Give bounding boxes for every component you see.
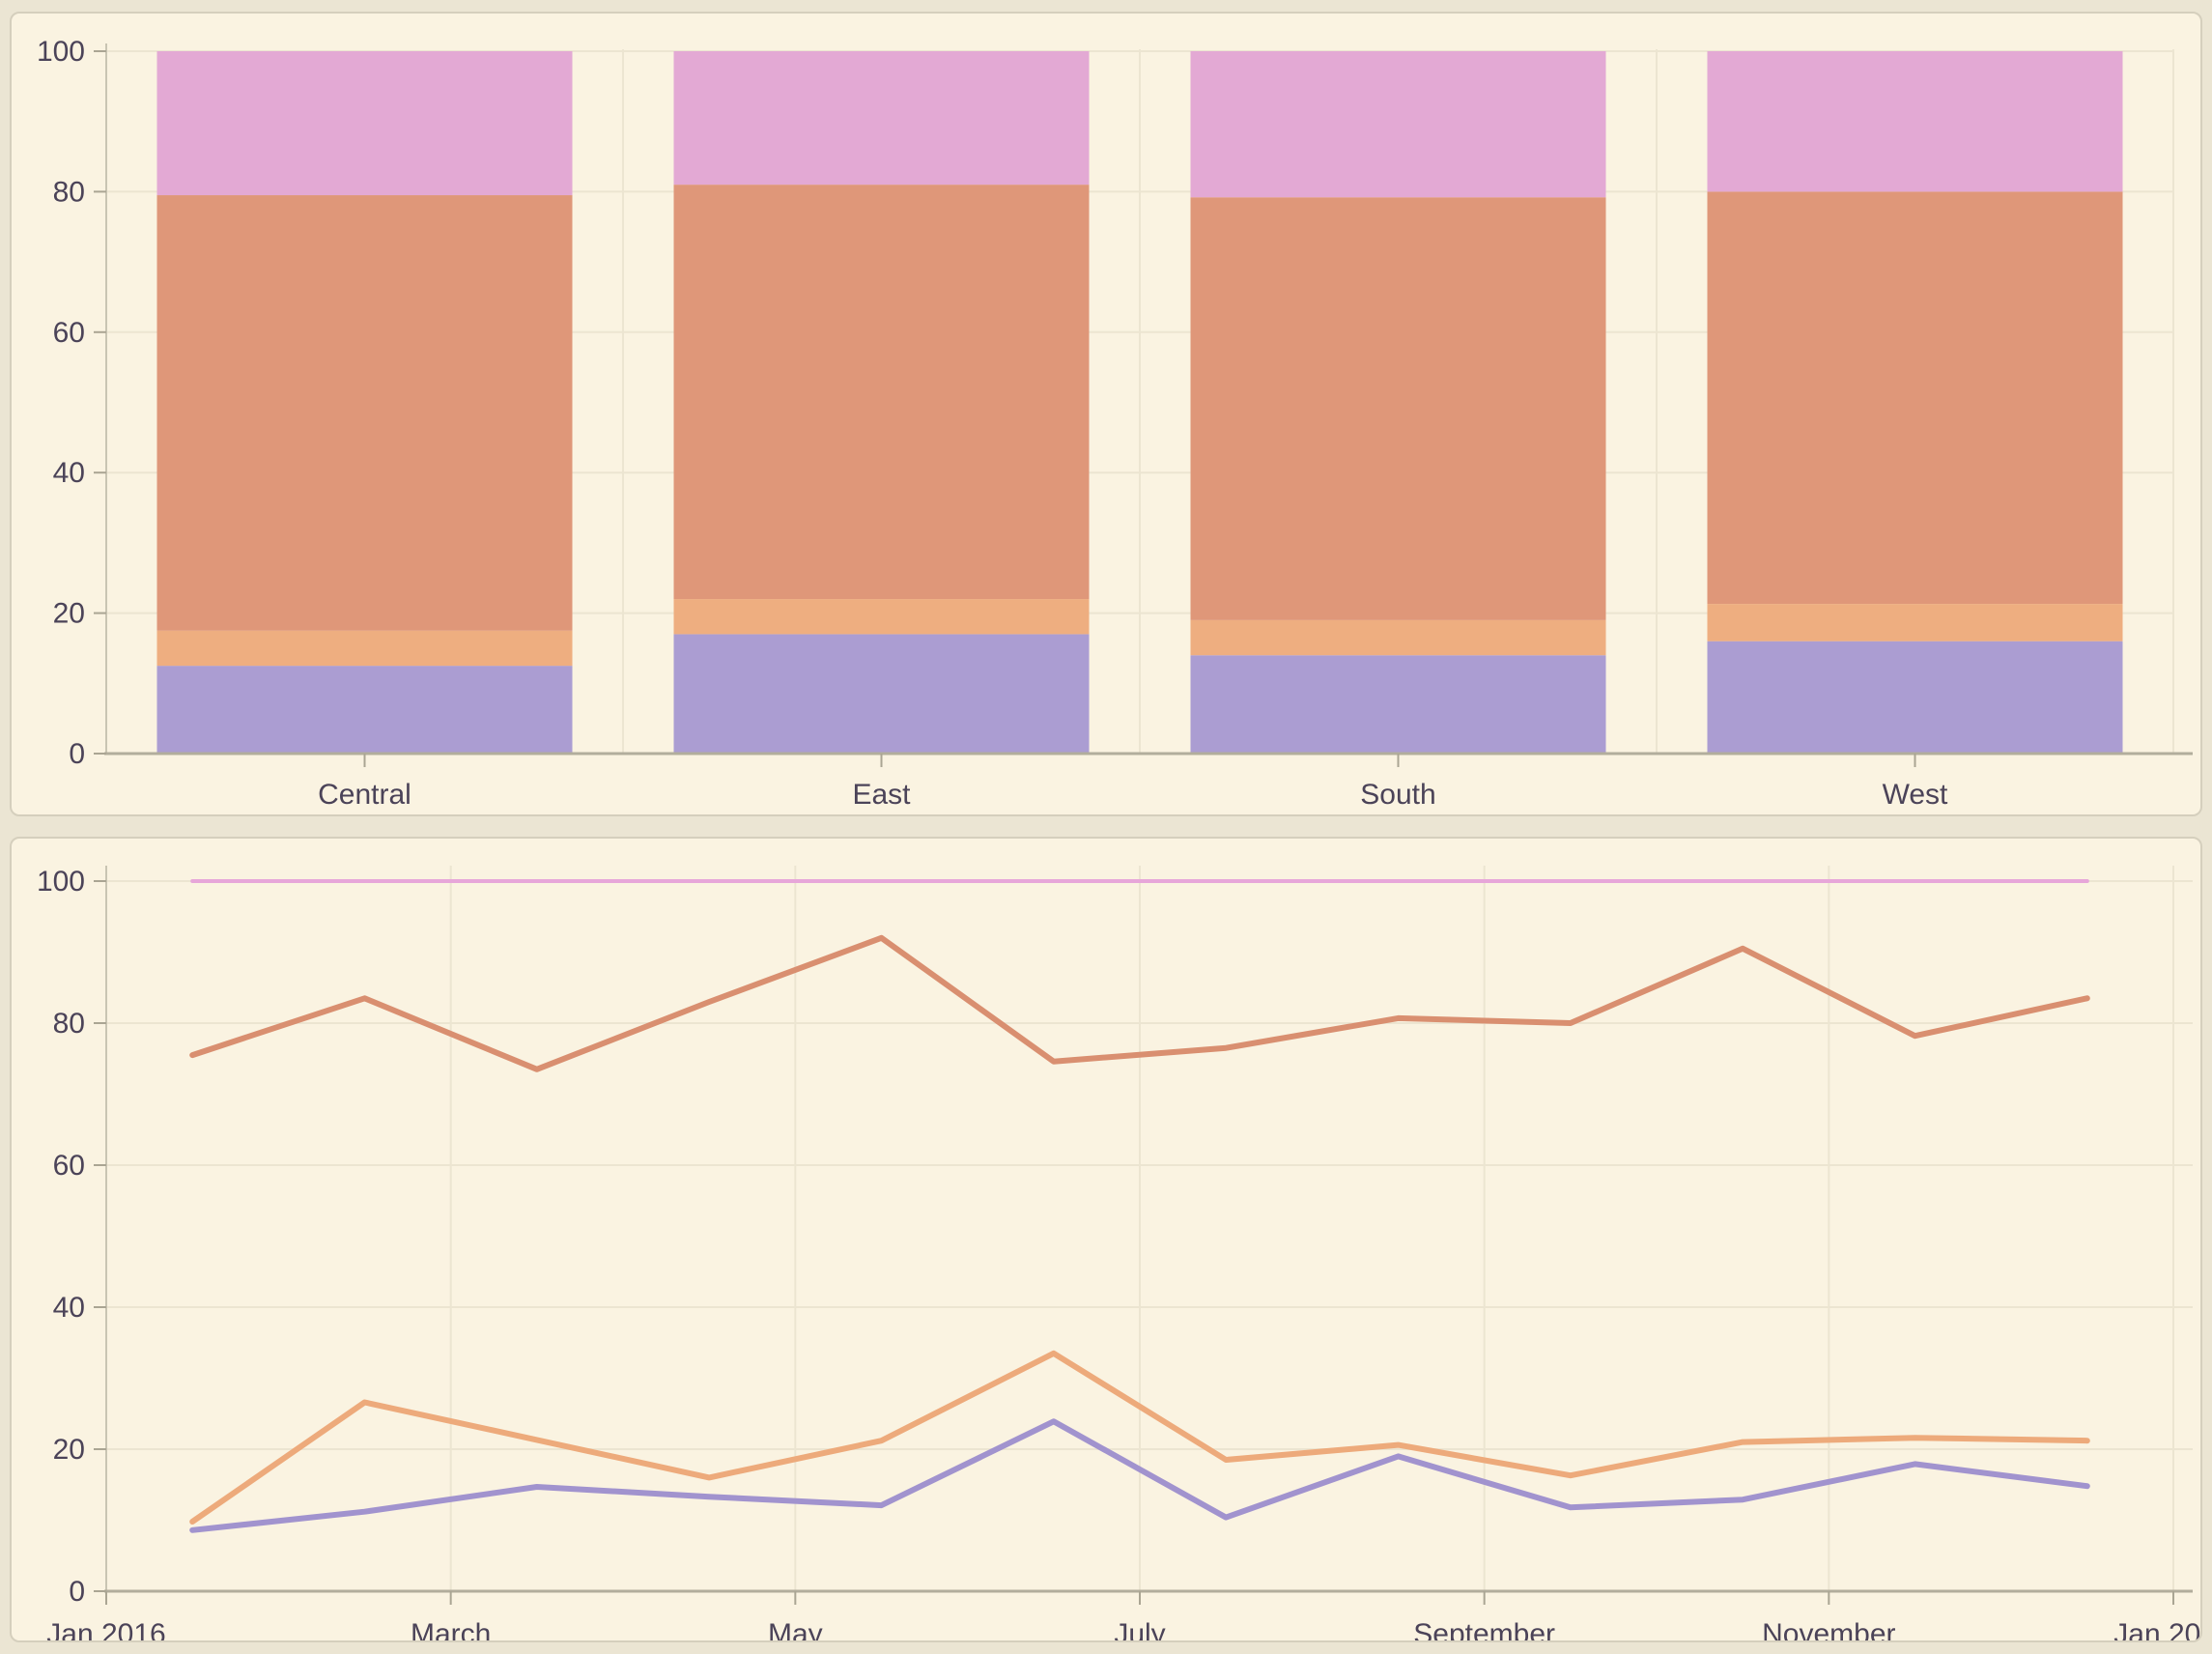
bar-segment-salmon-segment bbox=[1707, 191, 2123, 605]
bar-segment-purple-segment bbox=[1707, 641, 2123, 754]
stacked-bar-chart-card: 0 20 40 60 80 100 Central East South West bbox=[10, 12, 2202, 816]
bar-segment-pink-segment bbox=[156, 51, 573, 196]
series-orange-line bbox=[189, 1350, 2090, 1525]
line-chart: 0 20 40 60 80 100 Jan 2016 March May July Septembe… bbox=[37, 866, 2200, 1640]
y-tick-label: 40 bbox=[53, 457, 85, 489]
x-category-label: Central bbox=[318, 779, 411, 811]
series-purple-line bbox=[189, 1418, 2090, 1533]
y-tick-label: 20 bbox=[53, 598, 85, 630]
bar-segment-orange-segment bbox=[673, 599, 1090, 635]
bar-segment-pink-segment bbox=[1190, 51, 1606, 198]
y-tick-label: 80 bbox=[53, 176, 85, 208]
x-category-label: South bbox=[1360, 779, 1435, 811]
line-chart-card: 0 20 40 60 80 100 Jan 2016 March May July Septembe… bbox=[10, 837, 2202, 1642]
x-tick-label: Jan 2016 bbox=[46, 1618, 165, 1640]
bar-segment-salmon-segment bbox=[1190, 197, 1606, 620]
stacked-bar-chart: 0 20 40 60 80 100 Central East South West bbox=[37, 36, 2193, 811]
bar-segment-purple-segment bbox=[156, 666, 573, 754]
bar-segment-pink-segment bbox=[1707, 51, 2123, 192]
x-tick-label: Jan 2017 bbox=[2113, 1618, 2200, 1640]
bar-segment-purple-segment bbox=[1190, 655, 1606, 754]
bar-segment-purple-segment bbox=[673, 634, 1090, 754]
y-tick-label: 100 bbox=[37, 866, 85, 898]
x-tick-label: July bbox=[1114, 1618, 1165, 1640]
bar-segment-orange-segment bbox=[1707, 604, 2123, 642]
y-tick-label: 100 bbox=[37, 36, 85, 68]
x-category-label: East bbox=[852, 779, 911, 811]
y-tick-label: 40 bbox=[53, 1292, 85, 1324]
y-tick-label: 60 bbox=[53, 1150, 85, 1182]
y-tick-label: 20 bbox=[53, 1434, 85, 1466]
y-tick-label: 0 bbox=[69, 738, 85, 770]
x-tick-label: September bbox=[1413, 1618, 1555, 1640]
bar-segment-pink-segment bbox=[673, 51, 1090, 185]
bar-segment-orange-segment bbox=[156, 630, 573, 667]
y-tick-label: 60 bbox=[53, 317, 85, 349]
x-tick-label: March bbox=[411, 1618, 491, 1640]
bar-segment-salmon-segment bbox=[673, 185, 1090, 600]
y-tick-label: 80 bbox=[53, 1008, 85, 1040]
bar-segment-orange-segment bbox=[1190, 619, 1606, 656]
series-salmon-line bbox=[189, 934, 2090, 1072]
x-category-label: West bbox=[1883, 779, 1948, 811]
y-tick-label: 0 bbox=[69, 1576, 85, 1608]
x-tick-label: May bbox=[768, 1618, 823, 1640]
bar-segment-salmon-segment bbox=[156, 195, 573, 631]
x-tick-label: November bbox=[1762, 1618, 1895, 1640]
